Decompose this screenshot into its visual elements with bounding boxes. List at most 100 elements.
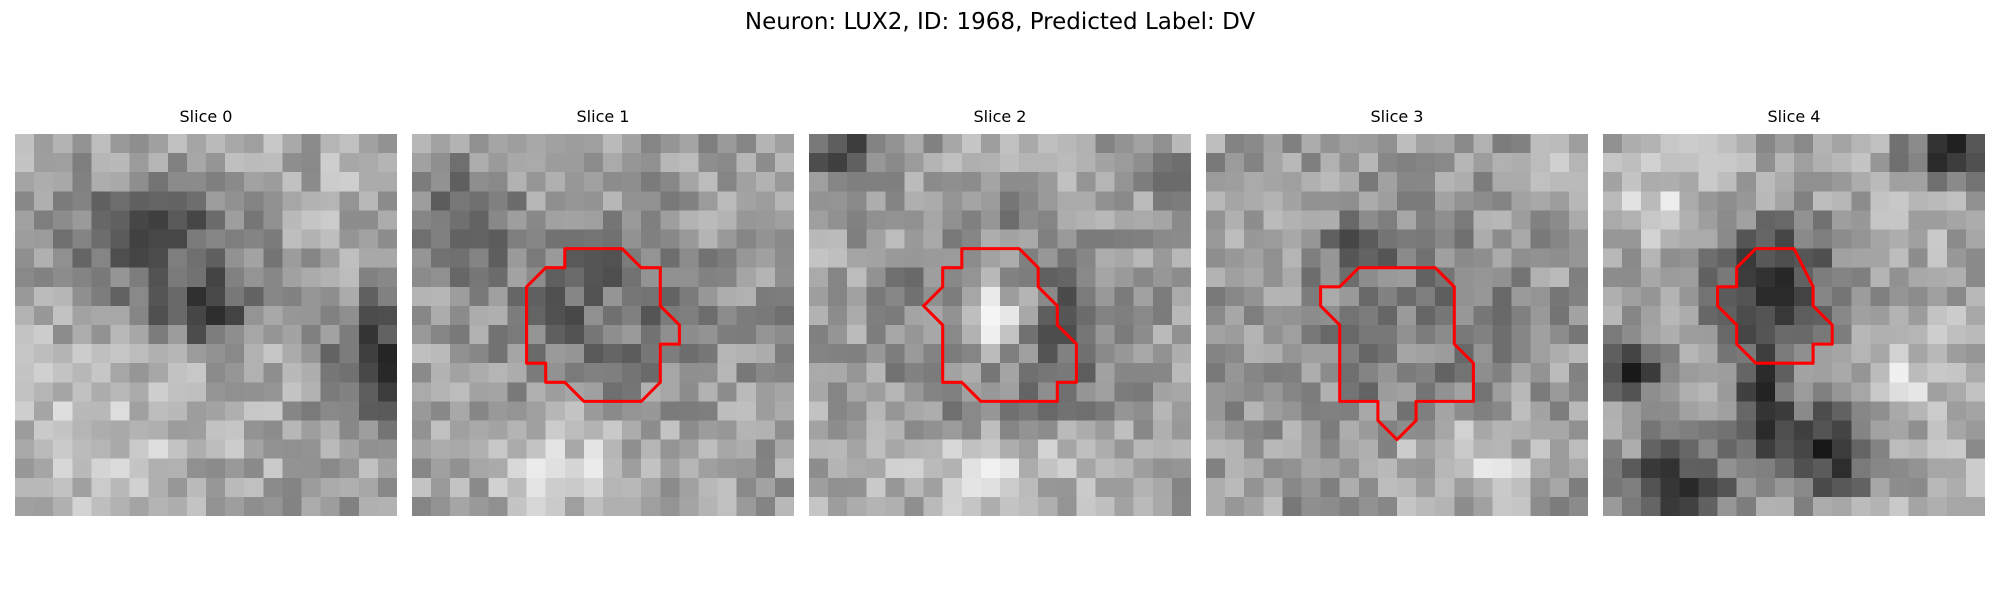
- pixel: [564, 305, 585, 326]
- pixel: [186, 172, 207, 192]
- pixel: [545, 325, 566, 345]
- pixel: [91, 496, 111, 516]
- pixel: [1889, 401, 1909, 421]
- pixel: [622, 401, 642, 421]
- pixel: [1435, 286, 1455, 307]
- pixel: [980, 344, 1001, 364]
- pixel: [148, 172, 169, 192]
- pixel: [866, 344, 886, 364]
- pixel: [1908, 325, 1929, 345]
- pixel: [91, 344, 111, 364]
- pixel: [1339, 458, 1360, 479]
- pixel: [847, 477, 867, 498]
- pixel: [431, 286, 451, 307]
- pixel: [1133, 382, 1154, 402]
- pixel: [1889, 191, 1909, 211]
- pixel: [736, 153, 757, 173]
- pixel: [1076, 382, 1096, 402]
- pixel: [167, 191, 188, 211]
- pixel: [1244, 172, 1264, 192]
- pixel: [1358, 134, 1379, 154]
- pixel: [1454, 496, 1474, 516]
- pixel: [1698, 134, 1718, 154]
- pixel: [1946, 496, 1967, 516]
- pixel: [1133, 134, 1154, 154]
- pixel: [564, 458, 585, 479]
- pixel: [736, 172, 757, 192]
- pixel: [91, 420, 111, 440]
- pixel: [1416, 229, 1436, 249]
- pixel: [1736, 172, 1757, 192]
- pixel: [1095, 325, 1115, 345]
- pixel: [1511, 458, 1532, 479]
- pixel: [1736, 229, 1757, 249]
- pixel: [866, 134, 886, 154]
- pixel: [736, 229, 757, 249]
- pixel: [488, 420, 508, 440]
- pixel: [545, 229, 566, 249]
- pixel: [526, 344, 547, 364]
- pixel: [225, 401, 245, 421]
- pixel: [72, 267, 92, 288]
- pixel: [488, 344, 508, 364]
- pixel: [1832, 210, 1852, 230]
- pixel: [263, 325, 283, 345]
- pixel: [755, 172, 776, 192]
- pixel: [1473, 363, 1493, 383]
- pixel: [53, 496, 73, 516]
- pixel: [488, 248, 508, 269]
- pixel: [1965, 286, 1985, 307]
- pixel: [1416, 153, 1436, 173]
- pixel: [1851, 420, 1871, 440]
- pixel: [1038, 496, 1058, 516]
- pixel: [866, 401, 886, 421]
- pixel: [717, 344, 738, 364]
- pixel: [1679, 305, 1699, 326]
- pixel: [583, 477, 604, 498]
- pixel: [1755, 458, 1776, 479]
- pixel: [1377, 134, 1398, 154]
- pixel: [1622, 496, 1642, 516]
- pixel: [53, 134, 73, 154]
- pixel: [755, 305, 776, 326]
- pixel: [129, 363, 150, 383]
- pixel: [1622, 229, 1642, 249]
- pixel: [507, 229, 527, 249]
- pixel: [1225, 172, 1245, 192]
- pixel: [679, 191, 699, 211]
- pixel: [755, 496, 776, 516]
- pixel: [980, 153, 1001, 173]
- pixel: [1320, 401, 1341, 421]
- pixel: [1019, 305, 1039, 326]
- pixel: [698, 325, 718, 345]
- pixel: [320, 458, 341, 479]
- pixel: [507, 382, 527, 402]
- pixel: [1736, 286, 1757, 307]
- pixel: [866, 363, 886, 383]
- pixel: [660, 458, 680, 479]
- pixel: [1813, 153, 1833, 173]
- pixel: [1832, 191, 1852, 211]
- pixel: [15, 477, 35, 498]
- pixel: [1095, 382, 1115, 402]
- pixel: [885, 191, 905, 211]
- pixel: [545, 134, 566, 154]
- pixel: [110, 439, 130, 460]
- pixel: [1038, 325, 1058, 345]
- pixel: [1774, 248, 1795, 269]
- pixel: [1416, 477, 1436, 498]
- pixel: [72, 305, 92, 326]
- pixel: [507, 363, 527, 383]
- pixel: [431, 420, 451, 440]
- pixel: [1057, 477, 1077, 498]
- pixel: [1492, 172, 1512, 192]
- pixel: [622, 210, 642, 230]
- pixel: [904, 325, 924, 345]
- pixel: [641, 496, 661, 516]
- pixel: [1416, 496, 1436, 516]
- pixel: [809, 344, 829, 364]
- pixel: [736, 439, 757, 460]
- pixel: [1206, 134, 1226, 154]
- pixel: [774, 267, 794, 288]
- pixel: [1416, 172, 1436, 192]
